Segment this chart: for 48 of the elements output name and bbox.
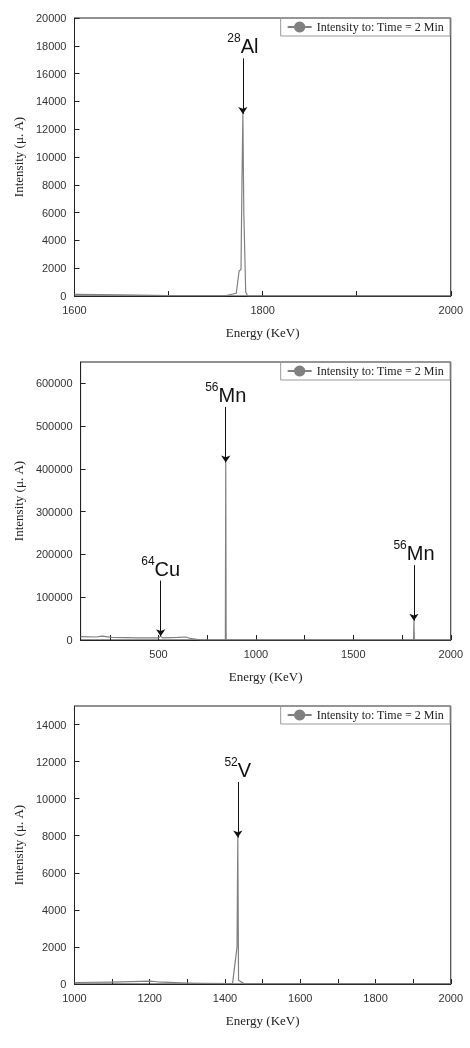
y-tick-label: 8000 [42, 829, 67, 842]
y-tick-label: 200000 [35, 548, 73, 561]
y-tick-label: 300000 [35, 505, 73, 518]
x-tick-label: 1200 [137, 991, 162, 1004]
x-tick-label: 500 [149, 647, 168, 660]
legend-label: Intensity to: Time = 2 Min [316, 364, 444, 378]
y-tick-label: 12000 [35, 123, 67, 136]
legend-label: Intensity to: Time = 2 Min [316, 20, 444, 34]
y-tick-label: 0 [66, 634, 73, 646]
y-tick-label: 0 [60, 290, 67, 302]
y-tick-label: 20000 [35, 12, 67, 24]
y-tick-label: 18000 [35, 39, 67, 52]
y-axis-title: Intensity (μ. A) [11, 116, 26, 198]
y-axis-title: Intensity (μ. A) [11, 804, 26, 886]
y-tick-label: 14000 [35, 95, 67, 108]
y-tick-label: 6000 [42, 866, 67, 879]
x-tick-label: 1600 [62, 303, 87, 316]
y-tick-label: 600000 [35, 377, 73, 390]
x-tick-label: 1400 [212, 991, 238, 1004]
y-tick-label: 500000 [35, 420, 73, 433]
y-tick-label: 14000 [35, 718, 67, 731]
x-axis-title: Energy (KeV) [228, 669, 303, 684]
y-tick-label: 2000 [42, 940, 67, 953]
y-tick-label: 10000 [35, 151, 67, 163]
legend-label: Intensity to: Time = 2 Min [316, 708, 444, 722]
y-tick-label: 100000 [35, 591, 73, 604]
y-tick-label: 8000 [42, 178, 67, 191]
x-tick-label: 1800 [250, 303, 275, 316]
y-tick-label: 4000 [42, 234, 67, 247]
y-tick-label: 12000 [35, 755, 67, 768]
y-tick-label: 2000 [42, 262, 67, 275]
x-axis-title: Energy (KeV) [225, 1013, 300, 1028]
y-tick-label: 0 [60, 978, 67, 990]
y-axis-title: Intensity (μ. A) [11, 460, 26, 542]
x-tick-label: 1000 [243, 647, 269, 660]
x-tick-label: 1000 [62, 991, 87, 1004]
x-tick-label: 1600 [288, 991, 313, 1004]
x-tick-label: 2000 [438, 303, 464, 316]
x-tick-label: 2000 [438, 647, 464, 660]
x-tick-label: 1800 [363, 991, 388, 1004]
y-tick-label: 10000 [35, 792, 67, 805]
x-tick-label: 1500 [341, 647, 366, 660]
y-tick-label: 4000 [42, 903, 67, 916]
x-tick-label: 2000 [438, 991, 464, 1004]
x-axis-title: Energy (KeV) [225, 325, 300, 340]
y-tick-label: 6000 [42, 206, 67, 219]
y-tick-label: 16000 [35, 67, 67, 80]
y-tick-label: 400000 [35, 462, 73, 475]
